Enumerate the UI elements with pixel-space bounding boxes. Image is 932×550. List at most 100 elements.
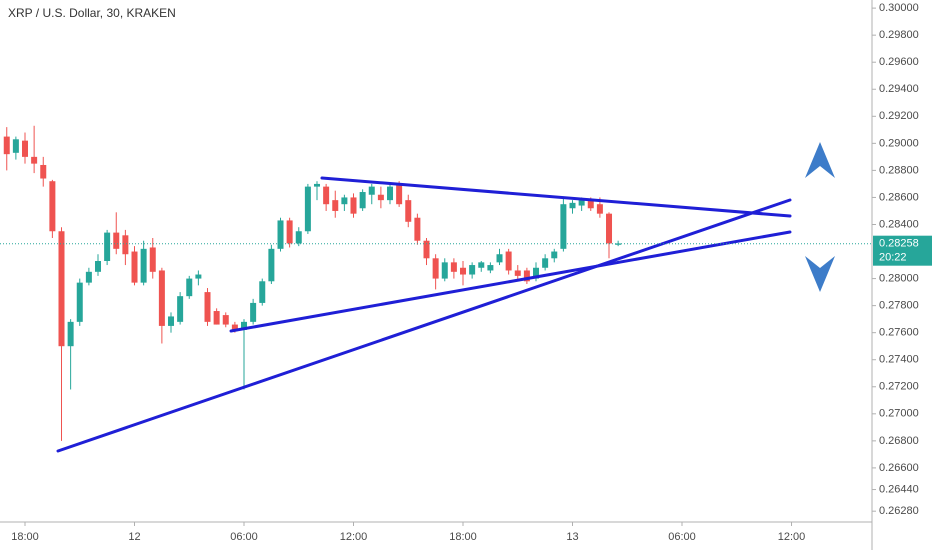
candle-body <box>213 311 220 325</box>
last-price-box <box>873 235 932 266</box>
candle-body <box>204 292 211 322</box>
x-tick-label: 06:00 <box>230 531 258 543</box>
candle-body <box>104 232 111 261</box>
candle-body <box>76 282 83 322</box>
candle-body <box>478 262 485 268</box>
candle-body <box>259 281 266 303</box>
candle-body <box>22 140 29 157</box>
candle-body <box>113 232 120 249</box>
y-tick-label: 0.29800 <box>879 29 919 41</box>
candle-body <box>250 302 257 322</box>
candle-body <box>177 296 184 322</box>
candle-body <box>496 254 503 263</box>
y-tick-label: 0.27400 <box>879 354 919 366</box>
trend-line <box>320 176 792 218</box>
candle-body <box>514 270 521 276</box>
candle-body <box>487 265 494 271</box>
candle-body <box>231 324 238 330</box>
candle-body <box>377 194 384 201</box>
x-tick-label: 18:00 <box>449 531 477 543</box>
candle-body <box>359 192 366 209</box>
countdown-label: 20:22 <box>879 252 907 264</box>
candle-body <box>542 258 549 268</box>
arrow-down <box>805 256 835 292</box>
candle-body <box>58 231 65 347</box>
plot-area <box>3 125 622 441</box>
candle-body <box>195 274 202 279</box>
candle-body <box>523 270 530 282</box>
x-tick-label: 12:00 <box>778 531 806 543</box>
y-tick-label: 0.27600 <box>879 327 919 339</box>
candle-body <box>606 213 613 244</box>
candle-body <box>569 202 576 209</box>
candle-body <box>469 265 476 275</box>
y-tick-label: 0.30000 <box>879 2 919 14</box>
arrow-up <box>805 142 835 178</box>
y-tick-label: 0.29400 <box>879 83 919 95</box>
candle-body <box>368 186 375 195</box>
candle-body <box>277 220 284 249</box>
y-tick-label: 0.28400 <box>879 218 919 230</box>
candle-body <box>423 240 430 259</box>
candle-body <box>441 262 448 279</box>
candle-body <box>3 136 10 155</box>
candle-body <box>40 164 47 179</box>
candle-body <box>314 183 321 187</box>
candle-body <box>140 248 147 283</box>
y-tick-label: 0.29200 <box>879 110 919 122</box>
candle-body <box>286 220 293 244</box>
x-tick-label: 06:00 <box>668 531 696 543</box>
trend-line <box>56 198 792 453</box>
candle-body <box>341 197 348 205</box>
candle-body <box>241 321 248 330</box>
candle-body <box>596 204 603 214</box>
candle-body <box>533 267 540 279</box>
candle-body <box>95 261 102 272</box>
candle-body <box>186 278 193 297</box>
candle-body <box>350 197 357 214</box>
y-tick-label: 0.26280 <box>879 505 919 517</box>
candle-body <box>158 270 165 326</box>
x-tick-label: 12 <box>128 531 140 543</box>
candle-body <box>396 183 403 205</box>
drawings <box>56 176 792 453</box>
candle-body <box>85 271 92 283</box>
trend-line <box>229 230 792 333</box>
candle-body <box>414 217 421 241</box>
candle-body <box>405 200 412 222</box>
candle-body <box>323 186 330 205</box>
y-tick-label: 0.29000 <box>879 137 919 149</box>
candle-body <box>222 315 229 325</box>
candle-body <box>168 316 175 326</box>
candle-body <box>304 186 311 232</box>
candle-body <box>149 247 156 272</box>
candle-body <box>122 235 129 255</box>
y-tick-label: 0.28000 <box>879 272 919 284</box>
x-tick-label: 13 <box>566 531 578 543</box>
candle-body <box>268 248 275 282</box>
candle-body <box>67 321 74 347</box>
candle-body <box>560 204 567 249</box>
y-tick-label: 0.28800 <box>879 164 919 176</box>
x-tick-label: 12:00 <box>340 531 368 543</box>
y-tick-label: 0.26800 <box>879 435 919 447</box>
candle-body <box>551 251 558 259</box>
candle-body <box>12 139 19 153</box>
candle-body <box>31 156 38 164</box>
y-tick-label: 0.27000 <box>879 408 919 420</box>
candle-body <box>450 262 457 272</box>
y-tick-label: 0.26440 <box>879 483 919 495</box>
candle-body <box>49 181 56 232</box>
last-price-label: 0.28258 <box>879 238 919 250</box>
y-tick-label: 0.27800 <box>879 300 919 312</box>
y-tick-label: 0.27200 <box>879 381 919 393</box>
chart-title: XRP / U.S. Dollar, 30, KRAKEN <box>8 6 176 20</box>
x-tick-label: 18:00 <box>11 531 39 543</box>
y-tick-label: 0.26600 <box>879 462 919 474</box>
candle-body <box>505 251 512 271</box>
candle-body <box>460 267 467 275</box>
y-tick-label: 0.29600 <box>879 56 919 68</box>
candle-body <box>387 186 394 201</box>
